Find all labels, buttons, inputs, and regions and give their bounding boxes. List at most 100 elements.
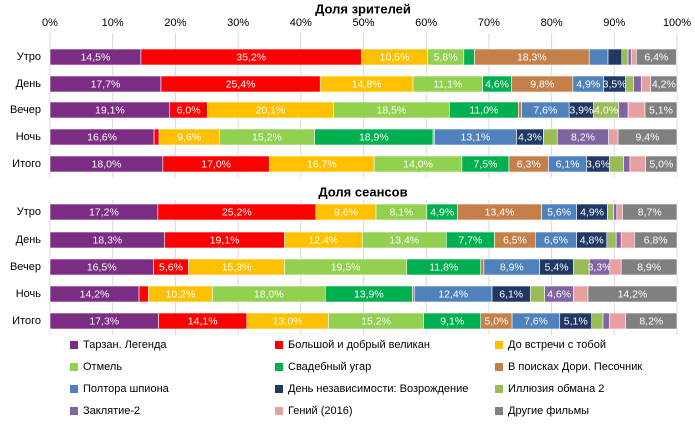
value-label: 4,2%: [652, 78, 676, 90]
bar-segment: [573, 285, 589, 303]
bar-segment: [615, 231, 622, 249]
value-label: 17,2%: [89, 206, 119, 218]
bar-segment: [635, 48, 677, 66]
bar-segment: [609, 258, 622, 276]
x-tick-label: 90%: [603, 17, 625, 29]
value-label: 5,8%: [434, 51, 458, 63]
legend-swatch: [275, 407, 283, 415]
value-label: 8,2%: [571, 131, 595, 143]
x-tick-label: 50%: [352, 17, 374, 29]
y-tick-label: Вечер: [10, 261, 41, 273]
value-label: 9,6%: [177, 131, 201, 143]
y-tick-label: День: [16, 78, 42, 90]
bar-segment: [633, 75, 642, 93]
bar-segment: [607, 48, 623, 66]
value-label: 9,1%: [440, 315, 464, 327]
legend-label: До встречи с тобой: [508, 339, 606, 351]
value-label: 13,0%: [273, 315, 303, 327]
value-label: 18,0%: [92, 158, 122, 170]
x-tick-label: 70%: [478, 17, 500, 29]
bar-segment: [518, 101, 522, 119]
bar-segment: [608, 312, 626, 330]
legend-swatch: [275, 341, 283, 349]
bar-segment: [630, 48, 637, 66]
value-label: 13,9%: [354, 288, 384, 300]
x-tick-label: 10%: [102, 17, 124, 29]
value-label: 5,1%: [564, 315, 588, 327]
value-label: 13,4%: [485, 206, 515, 218]
bar-segment: [622, 203, 678, 221]
y-tick-label: Вечер: [10, 104, 41, 116]
value-label: 9,4%: [636, 131, 660, 143]
value-label: 6,3%: [517, 158, 541, 170]
value-label: 18,5%: [377, 104, 407, 116]
value-label: 6,4%: [644, 51, 668, 63]
legend-swatch: [275, 363, 283, 371]
value-label: 6,5%: [503, 234, 527, 246]
x-tick-label: 80%: [541, 17, 563, 29]
bar-segment: [602, 312, 610, 330]
x-tick-label: 60%: [415, 17, 437, 29]
value-label: 9,8%: [530, 78, 554, 90]
legend-label: Большой и добрый великан: [288, 339, 430, 351]
value-label: 17,7%: [91, 78, 121, 90]
legend-swatch: [70, 341, 78, 349]
value-label: 5,6%: [159, 261, 183, 273]
y-tick-label: Ночь: [16, 288, 42, 300]
legend-label: Тарзан. Легенда: [83, 339, 167, 351]
chart-title: Доля сеансов: [318, 184, 407, 199]
value-label: 19,1%: [210, 234, 240, 246]
value-label: 15,3%: [222, 261, 252, 273]
bar-segment: [608, 128, 619, 146]
bar-segment: [543, 128, 558, 146]
value-label: 4,0%: [594, 104, 618, 116]
value-label: 10,5%: [380, 51, 410, 63]
value-label: 4,9%: [576, 78, 600, 90]
value-label: 17,0%: [201, 158, 231, 170]
legend-label: Заклятие-2: [83, 405, 140, 417]
y-tick-label: День: [16, 234, 42, 246]
value-label: 16,5%: [87, 261, 117, 273]
value-label: 8,9%: [500, 261, 524, 273]
bar-segment: [644, 101, 678, 119]
bar-segment: [623, 155, 631, 173]
bar-segment: [634, 231, 678, 249]
bar-segment: [645, 155, 678, 173]
x-tick-label: 0%: [42, 17, 58, 29]
bar-segment: [480, 258, 485, 276]
value-label: 5,0%: [484, 315, 508, 327]
bar-segment: [617, 128, 678, 146]
x-tick-label: 40%: [290, 17, 312, 29]
legend-swatch: [495, 407, 503, 415]
value-label: 5,0%: [649, 158, 673, 170]
value-label: 20,1%: [255, 104, 285, 116]
value-label: 35,2%: [236, 51, 266, 63]
value-label: 5,6%: [547, 206, 571, 218]
value-label: 19,5%: [331, 261, 361, 273]
legend-swatch: [70, 385, 78, 393]
value-label: 3,5%: [603, 78, 627, 90]
value-label: 7,7%: [458, 234, 482, 246]
value-label: 8,9%: [637, 261, 661, 273]
bar-segment: [625, 312, 678, 330]
bar-segment: [153, 128, 160, 146]
bar-segment: [587, 285, 678, 303]
value-label: 7,6%: [533, 104, 557, 116]
value-label: 14,0%: [403, 158, 433, 170]
value-label: 18,9%: [359, 131, 389, 143]
bar-segment: [463, 48, 475, 66]
bar-segment: [629, 155, 646, 173]
legend-label: День независимости: Возрождение: [288, 383, 468, 395]
value-label: 25,2%: [222, 206, 252, 218]
value-label: 11,8%: [429, 261, 458, 273]
value-label: 6,1%: [499, 288, 523, 300]
legend-label: В поисках Дори. Песочник: [508, 361, 642, 373]
value-label: 14,2%: [618, 288, 648, 300]
legend-label: Гений (2016): [288, 405, 353, 417]
value-label: 11,0%: [469, 104, 498, 116]
value-label: 5,4%: [545, 261, 569, 273]
bar-segment: [627, 48, 632, 66]
value-label: 6,0%: [177, 104, 201, 116]
value-label: 11,1%: [433, 78, 462, 90]
value-label: 4,9%: [430, 206, 454, 218]
